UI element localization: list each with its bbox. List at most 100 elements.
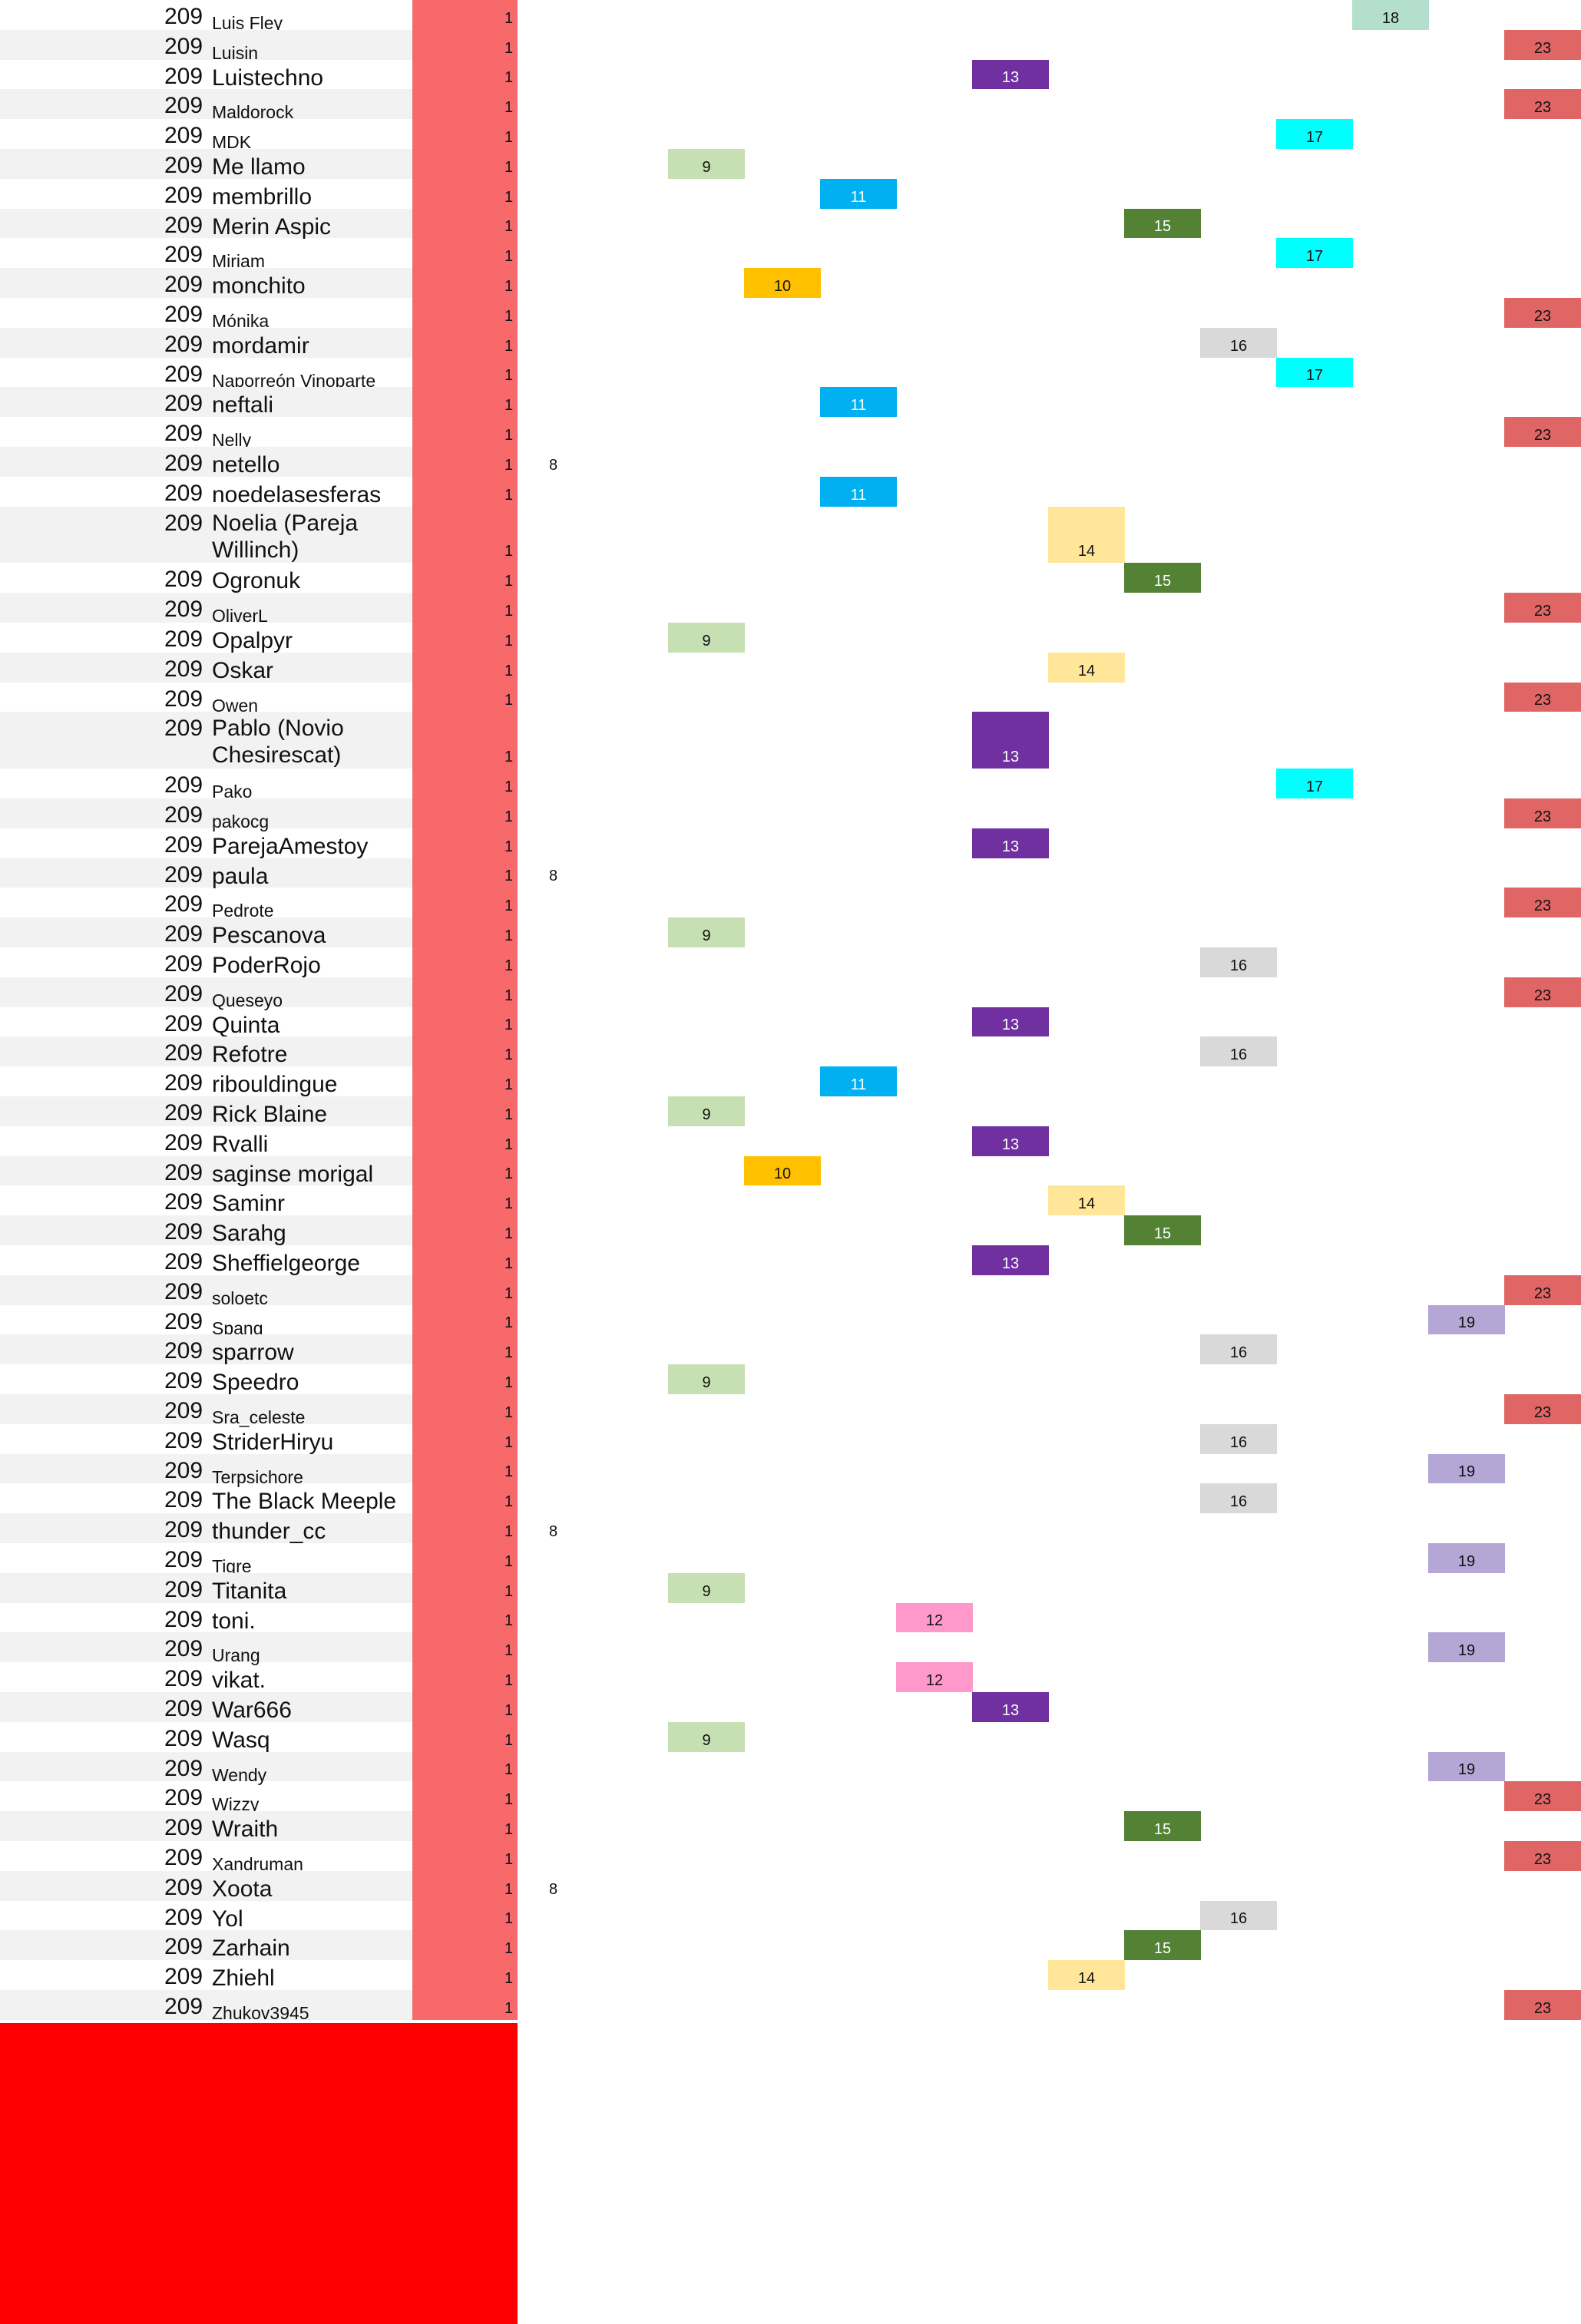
score-block: 10 [744,268,821,298]
rank-cell: 209 [164,421,203,447]
count-cell: 1 [412,1870,518,1901]
score-block: 23 [1504,89,1581,120]
player-name: Luistechno [212,64,324,91]
rank-cell: 209 [164,391,203,417]
player-name: Miriam [212,251,265,272]
count-cell: 1 [412,1662,518,1692]
rank-cell: 209 [164,716,203,742]
score-block: 11 [820,1066,897,1096]
table-row: 209 Naporreón Vinoparte 1 17 [0,357,1581,390]
row-band [0,1811,412,1841]
player-name: Sheffielgeorge [212,1251,360,1276]
table-row: 209 Xandruman 1 23 [0,1841,1581,1873]
rank-cell: 209 [164,212,203,238]
rank-cell: 209 [164,123,203,149]
count-value: 1 [504,397,514,415]
score-value: 8 [549,868,558,885]
player-name: Wizzy [212,1794,260,1815]
count-cell: 1 [412,1751,518,1782]
table-row: 209 Pablo (Novio Chesirescat) 1 13 [0,712,1581,769]
count-cell: 1 [412,1543,518,1573]
count-cell: 1 [412,1632,518,1663]
count-value: 1 [504,1910,514,1928]
player-name: OliverL [212,606,268,626]
rank-cell: 209 [164,1666,203,1692]
rank-cell: 209 [164,1368,203,1394]
rank-cell: 209 [164,1278,203,1304]
player-name: Saminr [212,1191,286,1217]
footer-red-block [0,2023,518,2324]
player-name: monchito [212,273,306,299]
count-cell: 1 [412,1930,518,1961]
table-row: 209 Maldorock 1 23 [0,89,1581,121]
player-name: Wraith [212,1817,279,1843]
row-band [0,29,412,60]
count-value: 1 [504,486,514,504]
score-block: 14 [1048,652,1125,683]
row-band [0,1036,412,1067]
count-value: 1 [504,9,514,27]
table-row: 209 Titanita 1 9 [0,1572,1581,1604]
count-cell: 1 [412,1841,518,1871]
table-row: 209 Pescanova 1 9 [0,917,1581,948]
count-value: 1 [504,1642,514,1660]
count-cell: 1 [412,682,518,712]
rank-cell: 209 [164,831,203,858]
row-band [0,858,412,888]
count-cell: 1 [412,1126,518,1156]
table-row: 209 Wizzy 1 23 [0,1781,1581,1815]
player-name: thunder_cc [212,1519,326,1545]
rank-cell: 209 [164,510,203,536]
player-name: Titanita [212,1578,287,1604]
row-band [0,89,412,120]
player-name: Refotre [212,1042,288,1068]
rank-cell: 209 [164,1606,203,1632]
rank-cell: 209 [164,1189,203,1215]
count-cell: 1 [412,1453,518,1484]
score-block: 15 [1124,1215,1201,1245]
row-band [0,1215,412,1245]
table-row: 209 Pedrote 1 23 [0,888,1581,920]
rank-cell: 209 [164,1934,203,1960]
rank-cell: 209 [164,686,203,712]
rank-cell: 209 [164,1159,203,1185]
table-row: 209 Merin Aspic 1 15 [0,208,1581,240]
rank-cell: 209 [164,63,203,89]
table-row: 209 Quinta 1 13 [0,1007,1581,1038]
count-value: 1 [504,99,514,117]
table-row: 209 Luisin 1 23 [0,29,1581,62]
count-cell: 1 [412,977,518,1007]
count-cell: 1 [412,1960,518,1990]
row-band [0,506,412,564]
player-name: The Black Meeple [212,1489,397,1515]
count-cell: 1 [412,563,518,593]
count-cell: 1 [412,1394,518,1424]
rank-cell: 209 [164,951,203,977]
count-cell: 1 [412,858,518,888]
count-value: 1 [504,692,514,709]
rank-cell: 209 [164,1219,203,1245]
count-value: 1 [504,1017,514,1034]
score-block: 19 [1428,1453,1505,1484]
count-value: 1 [504,1463,514,1481]
player-name: Oskar [212,657,274,683]
player-name: Pablo (Novio Chesirescat) [212,716,344,769]
row-band [0,798,412,828]
table-row: 209 neftali 1 11 [0,387,1581,418]
count-value: 1 [504,1969,514,1987]
count-cell: 1 [412,593,518,623]
player-name: sparrow [212,1340,294,1366]
count-value: 1 [504,808,514,825]
score-block: 9 [668,917,745,947]
row-band [0,447,412,477]
table-row: 209 Wasq 1 9 [0,1721,1581,1753]
table-row: 209 Luistechno 1 13 [0,59,1581,91]
score-block: 15 [1124,1811,1201,1841]
score-block: 10 [744,1155,821,1186]
player-name: Tigre [212,1556,252,1576]
count-value: 1 [504,1225,514,1242]
score-block: 23 [1504,1841,1581,1871]
score-block: 23 [1504,1781,1581,1812]
count-cell: 1 [412,238,518,269]
score-block: 15 [1124,208,1201,239]
